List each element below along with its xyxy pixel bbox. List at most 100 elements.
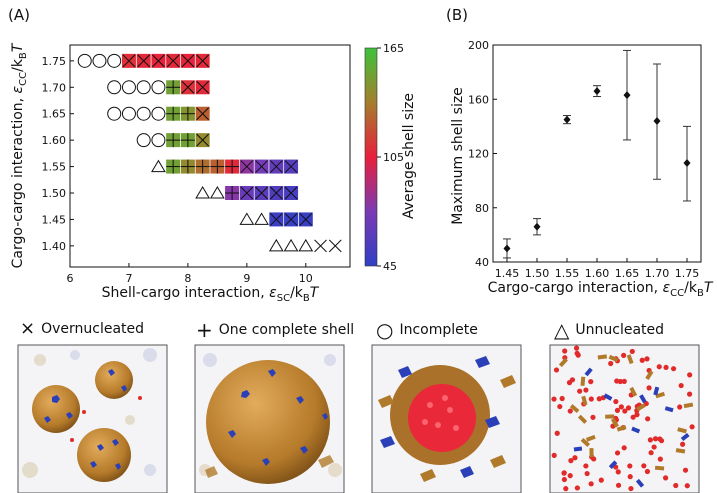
panel-b-point xyxy=(533,218,541,236)
panel-a-point-x xyxy=(269,212,284,227)
legend-overnucleated-label: Overnucleated xyxy=(41,320,145,337)
panel-a-point-x xyxy=(136,53,151,68)
legend-unnucleated-label: Unnucleated xyxy=(575,322,665,338)
panel-a-point-triangle xyxy=(209,186,225,199)
panel-a-xtick-label: 6 xyxy=(67,272,74,285)
legend-one-complete-shell-label: One complete shell xyxy=(218,322,355,338)
panel-a-ylabel: Cargo-cargo interaction, εCC/kBT xyxy=(10,42,29,268)
panel-b-ytick-label: 80 xyxy=(475,202,489,215)
panel-a-point-circle xyxy=(136,80,151,95)
panel-b-point xyxy=(593,85,601,98)
panel-a-point-circle xyxy=(121,106,136,121)
snapshot-incomplete xyxy=(371,344,522,493)
panel-b-label: (B) xyxy=(446,6,468,24)
panel-b-chart: 1.45 1.50 1.55 1.60 1.65 1.70 1.75 40 80 120 160 20… xyxy=(468,39,702,280)
panel-a-point-x xyxy=(195,80,210,95)
panel-a-point-circle xyxy=(151,106,166,121)
panel-a-point-plus xyxy=(210,159,225,174)
panel-a-point-x xyxy=(254,186,269,200)
panel-a-xtick-label: 8 xyxy=(184,272,191,285)
panel-a-point-plus xyxy=(180,159,195,174)
panel-a-point-plus xyxy=(180,133,195,148)
panel-b-xlabel: Cargo-cargo interaction, εCC/kBT xyxy=(488,280,714,299)
panel-b-frame xyxy=(492,44,702,263)
panel-b-point xyxy=(683,125,691,202)
panel-a-point-x xyxy=(180,53,195,68)
panel-b-xtick-label: 1.70 xyxy=(645,267,670,280)
colorbar-tick-label: 105 xyxy=(383,151,404,164)
panel-a-ytick-label: 1.75 xyxy=(42,55,67,68)
panel-a-point-plus xyxy=(180,106,195,121)
panel-a-point-x xyxy=(195,53,210,68)
colorbar-tick-label: 45 xyxy=(383,260,397,273)
panel-a-point-circle xyxy=(136,106,151,121)
panel-a-ytick-label: 1.40 xyxy=(42,240,67,253)
panel-a-point-plus xyxy=(166,106,181,121)
panel-a-chart: 6 7 8 9 10 1.40 1.45 1.50 1.55 1.60 1.65 1.70 1.75 xyxy=(42,44,351,285)
panel-a-point-x xyxy=(121,53,136,68)
panel-a-point-x xyxy=(328,239,342,253)
panel-a-point-triangle xyxy=(283,238,299,252)
panel-a-xtick-label: 9 xyxy=(243,272,250,285)
panel-a-point-circle xyxy=(151,133,166,148)
panel-a-point-x xyxy=(269,159,284,174)
panel-a-ytick-label: 1.50 xyxy=(42,187,67,200)
panel-a-point-x xyxy=(195,133,210,148)
triangle-marker-icon: △ xyxy=(554,318,570,342)
panel-b-xtick-label: 1.65 xyxy=(615,267,640,280)
panel-a-point-x xyxy=(239,159,254,174)
panel-a-ytick-label: 1.60 xyxy=(42,134,67,147)
legend-one-complete-shell: + One complete shell xyxy=(196,318,354,342)
panel-a-point-circle xyxy=(121,80,136,95)
panel-a-point-circle xyxy=(151,80,166,95)
panel-a-point-plus xyxy=(166,159,181,174)
legend-incomplete-label: Incomplete xyxy=(399,322,478,338)
snapshot-one-complete-shell xyxy=(194,344,345,493)
panel-b-point xyxy=(563,115,571,125)
panel-a-point-x xyxy=(314,239,327,253)
panel-a-ytick-label: 1.70 xyxy=(42,81,67,94)
circle-marker-icon: ○ xyxy=(376,318,394,342)
snapshot-overnucleated xyxy=(17,344,168,493)
panel-b-point xyxy=(503,238,511,259)
panel-a-point-circle xyxy=(77,53,92,68)
plus-marker-icon: + xyxy=(196,318,213,342)
panel-b-ytick-label: 40 xyxy=(475,256,489,269)
panel-a-point-x xyxy=(180,80,195,95)
panel-a-point-circle xyxy=(136,133,151,148)
panel-a-ytick-label: 1.55 xyxy=(42,161,67,174)
colorbar-tick-label: 165 xyxy=(383,42,404,55)
panel-a-point-plus xyxy=(166,133,181,148)
panel-b-point xyxy=(653,63,661,180)
panel-a-xlabel: Shell-cargo interaction, εSC/kBT xyxy=(102,285,320,304)
panel-a-ytick-label: 1.65 xyxy=(42,108,67,121)
panel-b-ytick-label: 200 xyxy=(468,39,489,52)
panel-a-point-triangle xyxy=(195,186,211,199)
panel-a-ytick-label: 1.45 xyxy=(42,213,67,226)
panel-a-xtick-label: 7 xyxy=(125,272,132,285)
panel-a-point-x xyxy=(284,186,299,200)
panel-a-point-triangle xyxy=(268,238,284,252)
panel-a-point-circle xyxy=(107,53,122,68)
panel-a-point-x xyxy=(298,212,313,227)
panel-b-xtick-label: 1.50 xyxy=(525,267,550,280)
panel-b-ytick-label: 120 xyxy=(468,148,489,161)
panel-a-point-plus xyxy=(225,186,240,200)
panel-a-point-x xyxy=(254,159,269,174)
panel-a-frame xyxy=(69,44,351,268)
x-marker-icon: × xyxy=(20,318,36,339)
panel-a-point-x xyxy=(195,106,210,121)
colorbar xyxy=(364,47,378,267)
panel-a-point-circle xyxy=(92,53,107,68)
panel-a-point-x xyxy=(239,186,254,200)
panel-a-point-circle xyxy=(107,80,122,95)
panel-a-point-x xyxy=(269,186,284,200)
panel-b-ylabel: Maximum shell size xyxy=(450,87,466,225)
panel-a-point-x xyxy=(166,53,181,68)
panel-a-point-plus xyxy=(195,159,210,174)
panel-b-ytick-label: 160 xyxy=(468,93,489,106)
panel-b-xtick-label: 1.55 xyxy=(555,267,580,280)
panel-a-point-x xyxy=(284,212,299,227)
snapshot-unnucleated xyxy=(549,344,700,493)
